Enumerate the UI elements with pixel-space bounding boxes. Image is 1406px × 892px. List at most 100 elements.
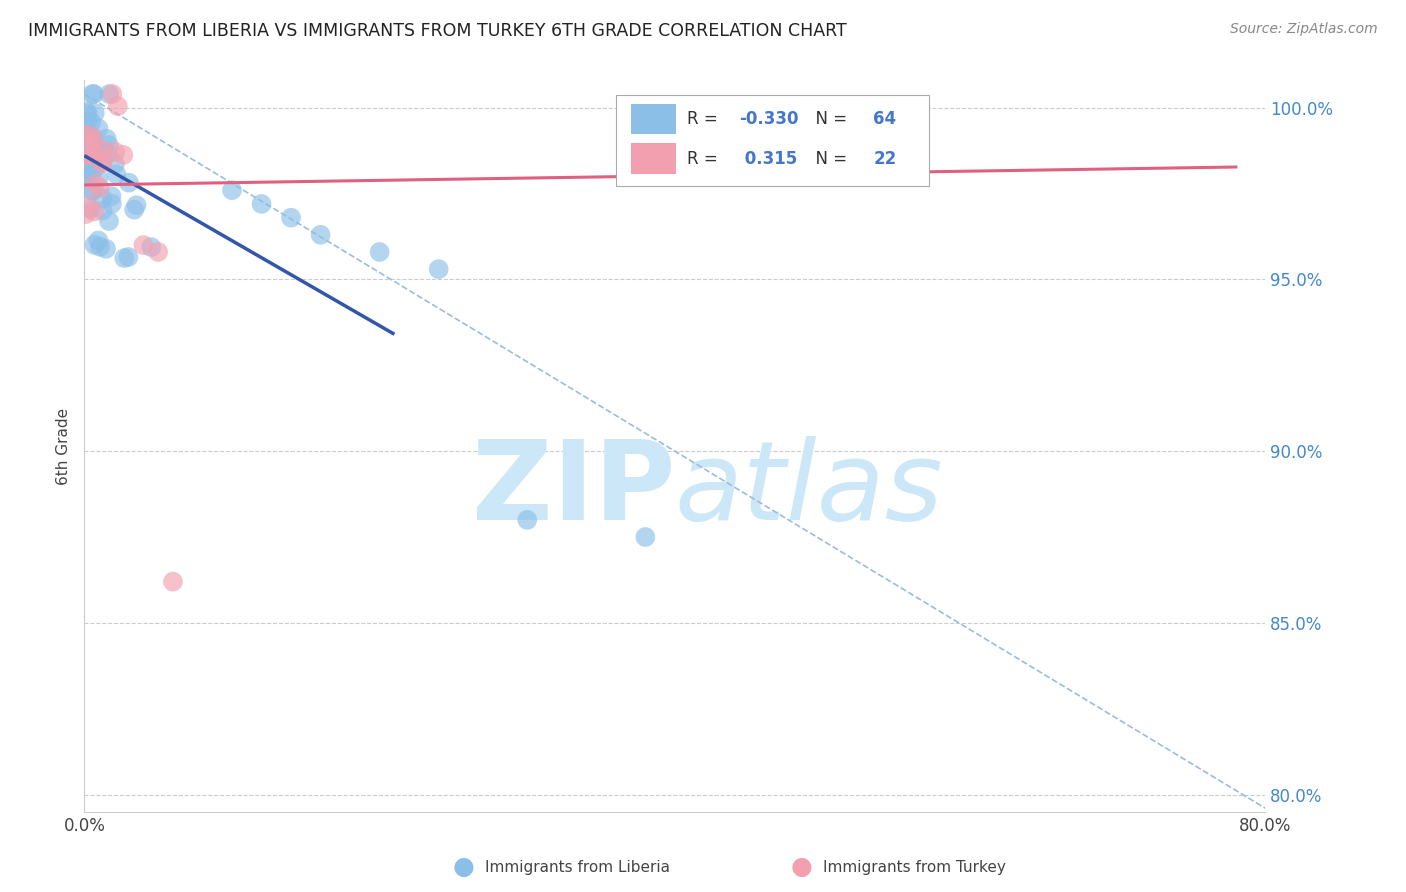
Text: Immigrants from Turkey: Immigrants from Turkey <box>823 860 1005 874</box>
Point <box>83 106 105 120</box>
Point <box>96 146 118 161</box>
Point <box>80 167 103 181</box>
Point <box>87 234 110 248</box>
Point <box>79 145 101 159</box>
Text: N =: N = <box>804 110 852 128</box>
Point <box>112 148 135 162</box>
Point <box>132 238 155 252</box>
Point <box>107 99 129 113</box>
Point <box>76 125 98 139</box>
Point <box>77 198 100 212</box>
Point <box>91 156 114 170</box>
Point <box>101 197 124 211</box>
Point <box>427 262 450 277</box>
Point <box>98 214 121 228</box>
Point <box>83 137 105 152</box>
Point <box>75 104 97 119</box>
Point <box>91 154 114 169</box>
Point <box>82 135 104 149</box>
Point <box>162 574 184 589</box>
Point <box>80 184 103 198</box>
Bar <box>631 144 676 174</box>
Point <box>94 242 117 256</box>
Point <box>75 167 97 181</box>
Point <box>79 136 101 151</box>
Point <box>101 87 124 101</box>
Point <box>98 87 121 101</box>
Point <box>280 211 302 225</box>
Text: 64: 64 <box>873 110 897 128</box>
Point <box>75 207 97 221</box>
Bar <box>631 103 676 135</box>
Text: 0.315: 0.315 <box>738 150 797 168</box>
Text: atlas: atlas <box>675 436 943 543</box>
Point <box>75 138 97 153</box>
Point <box>368 244 391 259</box>
Point <box>79 152 101 166</box>
Point <box>627 107 650 121</box>
Text: ●: ● <box>453 855 475 879</box>
Point <box>97 138 120 153</box>
Point <box>87 171 110 186</box>
Text: ●: ● <box>790 855 813 879</box>
Point <box>87 121 110 136</box>
Text: ZIP: ZIP <box>471 436 675 543</box>
Point <box>75 167 97 181</box>
Point <box>75 155 97 169</box>
Point <box>82 134 104 148</box>
Point <box>91 143 114 157</box>
Point <box>82 87 104 101</box>
Point <box>76 114 98 128</box>
Point <box>141 240 163 254</box>
Point <box>91 192 114 206</box>
Point <box>105 168 128 182</box>
Point <box>79 149 101 163</box>
Point <box>76 135 98 149</box>
Point <box>82 131 104 145</box>
Point <box>75 127 97 141</box>
Point <box>89 181 111 195</box>
Point <box>250 197 273 211</box>
Point <box>76 106 98 120</box>
Point <box>75 128 97 142</box>
Point <box>83 237 105 252</box>
Point <box>83 87 105 101</box>
Point <box>104 157 127 171</box>
Point <box>76 139 98 153</box>
Point <box>83 204 105 219</box>
Text: 22: 22 <box>873 150 897 168</box>
Point <box>83 145 105 159</box>
Point <box>80 129 103 144</box>
Point <box>634 530 657 544</box>
Text: R =: R = <box>686 150 723 168</box>
Point <box>91 203 114 218</box>
Point <box>104 145 127 159</box>
Point <box>83 139 105 153</box>
Point <box>117 250 139 264</box>
Point <box>118 176 141 190</box>
Point <box>84 177 107 191</box>
Point <box>309 227 332 242</box>
Text: Source: ZipAtlas.com: Source: ZipAtlas.com <box>1230 22 1378 37</box>
Point <box>83 150 105 164</box>
Text: -0.330: -0.330 <box>738 110 799 128</box>
Point <box>112 251 135 265</box>
Text: N =: N = <box>804 150 852 168</box>
Point <box>80 115 103 129</box>
Y-axis label: 6th Grade: 6th Grade <box>56 408 72 484</box>
Text: R =: R = <box>686 110 723 128</box>
Point <box>221 183 243 197</box>
Point <box>79 202 101 216</box>
Point <box>125 198 148 212</box>
Point <box>84 161 107 175</box>
Point <box>82 183 104 197</box>
Point <box>89 240 111 254</box>
Point <box>77 158 100 172</box>
Point <box>122 202 145 217</box>
Point <box>75 135 97 149</box>
Text: Immigrants from Liberia: Immigrants from Liberia <box>485 860 671 874</box>
Point <box>79 143 101 157</box>
FancyBboxPatch shape <box>616 95 929 186</box>
Point <box>80 157 103 171</box>
Point <box>96 132 118 146</box>
